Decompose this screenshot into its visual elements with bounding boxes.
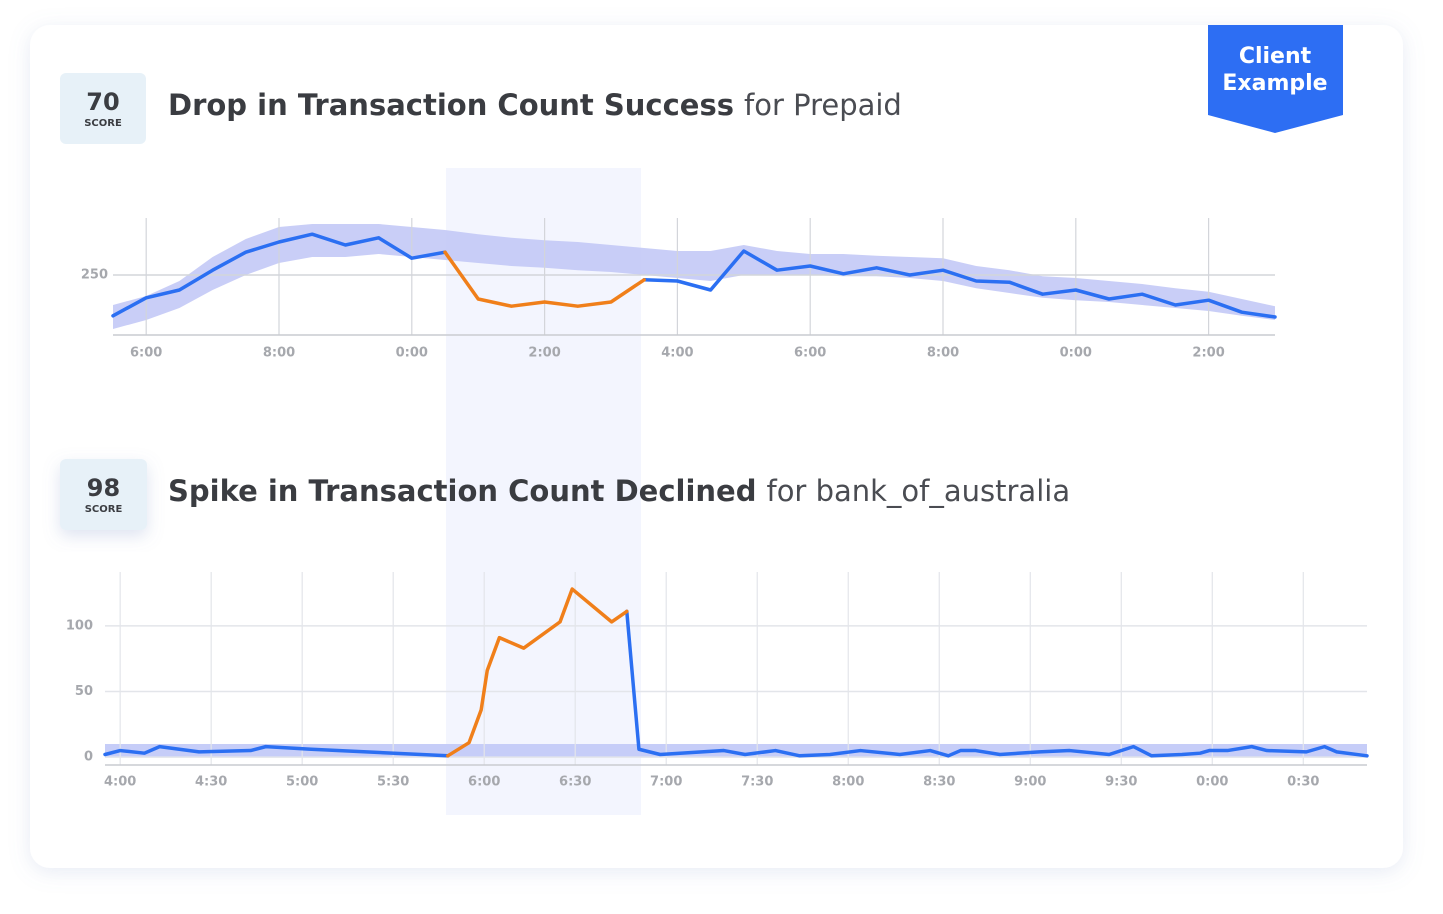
y-tick-label: 50 [75,684,93,699]
x-tick-label: 0:00 [396,346,428,361]
client-badge: Client Example [1208,25,1343,133]
x-tick-label: 8:30 [923,775,955,790]
x-tick-label: 5:30 [377,775,409,790]
x-tick-label: 9:30 [1105,775,1137,790]
score-value: 98 [87,474,120,502]
score-box [60,459,147,530]
x-tick-label: 6:00 [130,346,162,361]
y-tick-label: 0 [84,750,93,765]
series-line [111,232,1277,319]
card [30,25,1403,868]
y-tick-label: 100 [66,618,93,633]
badge-text: Client [1239,44,1312,69]
score-label: SCORE [84,118,122,129]
x-tick-label: 4:00 [104,775,136,790]
x-tick-label: 2:00 [1192,346,1224,361]
x-tick-label: 6:00 [468,775,500,790]
x-tick-label: 6:30 [559,775,591,790]
title-detail: for Prepaid [744,88,902,122]
x-tick-label: 0:30 [1287,775,1319,790]
x-tick-label: 7:00 [650,775,682,790]
badge-ribbon [1208,25,1343,133]
series-line [103,609,1369,758]
score-label: SCORE [85,504,123,515]
title-main: Drop in Transaction Count Success [168,88,734,122]
x-tick-label: 0:00 [1060,346,1092,361]
x-tick-label: 9:00 [1014,775,1046,790]
expected-band [113,224,1275,329]
x-tick-label: 5:00 [286,775,318,790]
series-line [443,250,646,308]
x-tick-label: 2:00 [528,346,560,361]
x-tick-label: 6:00 [794,346,826,361]
anomaly-highlight [446,168,641,815]
title-detail: for bank_of_australia [766,474,1070,508]
x-tick-label: 8:00 [832,775,864,790]
x-tick-label: 8:00 [927,346,959,361]
badge-text: Example [1222,71,1327,96]
chart-title: Spike in Transaction Count Declined for b… [168,474,1070,508]
series-line [446,587,629,758]
x-tick-label: 4:00 [661,346,693,361]
x-tick-label: 8:00 [263,346,295,361]
score-value: 70 [86,88,119,116]
x-tick-label: 4:30 [195,775,227,790]
title-main: Spike in Transaction Count Declined [168,474,756,508]
x-tick-label: 0:00 [1196,775,1228,790]
y-tick-label: 250 [81,268,108,283]
score-box [60,73,146,144]
x-tick-label: 7:30 [741,775,773,790]
chart-title: Drop in Transaction Count Success for Pre… [168,88,902,122]
